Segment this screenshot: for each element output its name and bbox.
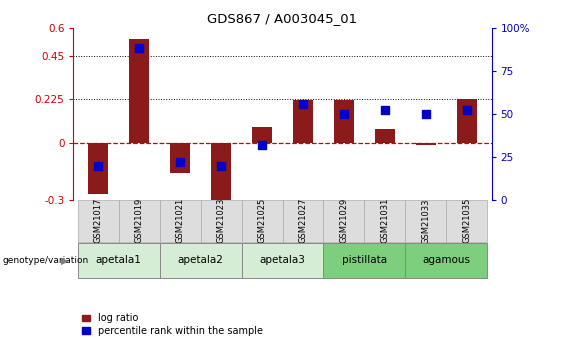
Point xyxy=(134,46,144,51)
Bar xyxy=(293,100,313,142)
Bar xyxy=(282,200,324,242)
Text: GSM21027: GSM21027 xyxy=(298,198,307,244)
Bar xyxy=(119,200,159,242)
Bar xyxy=(159,200,201,242)
Bar xyxy=(457,99,477,142)
Bar xyxy=(77,200,119,242)
Text: GSM21035: GSM21035 xyxy=(463,198,471,244)
Bar xyxy=(129,39,149,142)
Bar xyxy=(170,142,190,173)
Text: ▶: ▶ xyxy=(62,256,69,265)
Text: GSM21019: GSM21019 xyxy=(134,198,144,244)
Bar xyxy=(241,200,282,242)
Point xyxy=(216,163,225,168)
Point xyxy=(380,108,389,113)
Text: GSM21021: GSM21021 xyxy=(176,198,185,244)
Text: apetala3: apetala3 xyxy=(259,256,306,265)
Bar xyxy=(241,243,324,278)
Bar xyxy=(252,127,272,142)
Bar xyxy=(211,142,231,208)
Legend: log ratio, percentile rank within the sample: log ratio, percentile rank within the sa… xyxy=(79,309,267,340)
Text: GSM21029: GSM21029 xyxy=(340,198,349,244)
Text: GSM21025: GSM21025 xyxy=(258,198,267,244)
Text: GSM21017: GSM21017 xyxy=(94,198,102,244)
Bar xyxy=(416,142,436,145)
Text: apetala1: apetala1 xyxy=(95,256,141,265)
Text: apetala2: apetala2 xyxy=(177,256,223,265)
Text: agamous: agamous xyxy=(423,256,471,265)
Bar xyxy=(364,200,406,242)
Point xyxy=(421,111,431,117)
Text: GSM21023: GSM21023 xyxy=(216,198,225,244)
Bar xyxy=(88,142,108,194)
Point xyxy=(340,111,349,117)
Bar xyxy=(324,200,364,242)
Bar xyxy=(77,243,159,278)
Text: genotype/variation: genotype/variation xyxy=(3,256,89,265)
Bar xyxy=(334,100,354,142)
Text: GSM21031: GSM21031 xyxy=(380,198,389,244)
Bar xyxy=(159,243,241,278)
Bar xyxy=(201,200,241,242)
Point xyxy=(298,101,307,106)
Bar xyxy=(406,200,446,242)
Point xyxy=(176,159,185,165)
Point xyxy=(94,163,103,168)
Bar xyxy=(324,243,406,278)
Text: pistillata: pistillata xyxy=(342,256,387,265)
Title: GDS867 / A003045_01: GDS867 / A003045_01 xyxy=(207,12,358,25)
Bar xyxy=(406,243,488,278)
Bar xyxy=(375,129,396,142)
Point xyxy=(258,142,267,148)
Bar xyxy=(446,200,488,242)
Text: GSM21033: GSM21033 xyxy=(421,198,431,244)
Point xyxy=(462,108,471,113)
